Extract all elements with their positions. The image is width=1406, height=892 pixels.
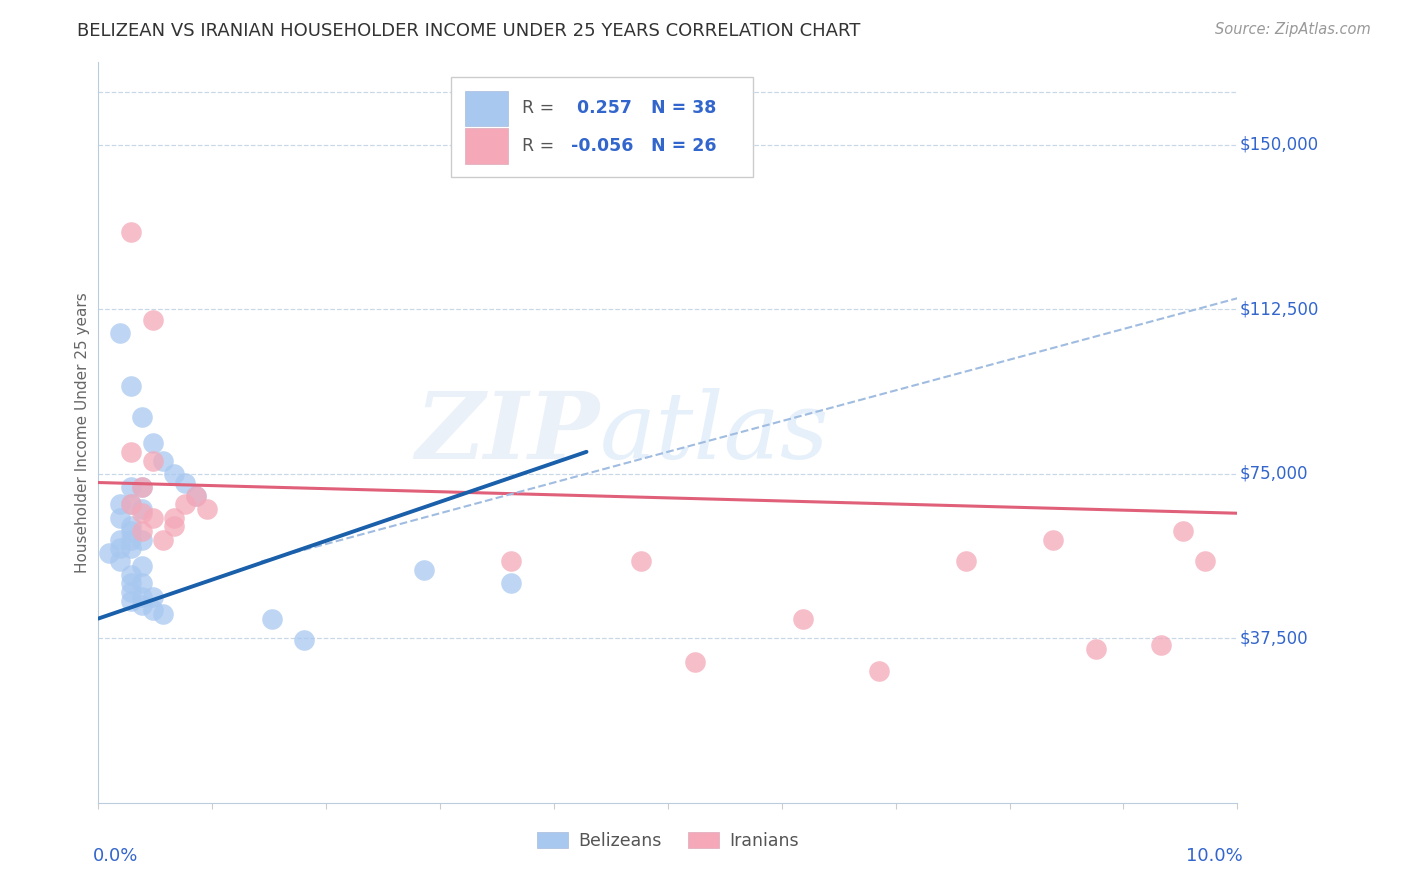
Point	[131, 533, 153, 547]
Point	[142, 590, 165, 604]
Point	[1194, 554, 1216, 568]
Point	[120, 576, 142, 591]
Point	[120, 594, 142, 608]
Point	[120, 498, 142, 512]
Point	[131, 501, 153, 516]
Point	[131, 480, 153, 494]
Point	[412, 563, 434, 577]
Point	[630, 554, 652, 568]
Point	[131, 409, 153, 424]
Point	[174, 475, 197, 490]
Text: 0.257: 0.257	[571, 99, 631, 118]
Point	[120, 533, 142, 547]
Point	[195, 501, 218, 516]
Text: ZIP: ZIP	[415, 388, 599, 477]
Point	[98, 546, 121, 560]
Text: $112,500: $112,500	[1240, 301, 1319, 318]
Point	[108, 554, 131, 568]
Point	[163, 519, 186, 533]
Point	[142, 603, 165, 617]
Point	[120, 445, 142, 459]
Point	[108, 533, 131, 547]
Point	[163, 510, 186, 524]
Point	[142, 313, 165, 327]
Point	[120, 480, 142, 494]
Point	[131, 558, 153, 573]
Point	[120, 498, 142, 512]
Point	[108, 498, 131, 512]
Point	[131, 524, 153, 538]
Point	[184, 489, 207, 503]
Point	[131, 590, 153, 604]
Point	[120, 585, 142, 599]
FancyBboxPatch shape	[465, 91, 509, 126]
Text: $37,500: $37,500	[1240, 629, 1308, 648]
Point	[499, 576, 522, 591]
Point	[868, 664, 890, 678]
Point	[120, 541, 142, 556]
Point	[108, 510, 131, 524]
Text: $75,000: $75,000	[1240, 465, 1308, 483]
Point	[683, 656, 706, 670]
Text: N = 26: N = 26	[651, 137, 716, 155]
Text: BELIZEAN VS IRANIAN HOUSEHOLDER INCOME UNDER 25 YEARS CORRELATION CHART: BELIZEAN VS IRANIAN HOUSEHOLDER INCOME U…	[77, 22, 860, 40]
Point	[152, 607, 174, 622]
Point	[1042, 533, 1064, 547]
Point	[1171, 524, 1194, 538]
Point	[1085, 642, 1108, 657]
Point	[120, 524, 142, 538]
Point	[955, 554, 977, 568]
Point	[260, 611, 283, 625]
Point	[174, 498, 197, 512]
Point	[142, 453, 165, 467]
Point	[142, 436, 165, 450]
FancyBboxPatch shape	[451, 78, 754, 178]
Point	[792, 611, 814, 625]
Point	[120, 567, 142, 582]
Text: 0.0%: 0.0%	[93, 847, 138, 865]
Point	[152, 533, 174, 547]
Point	[294, 633, 316, 648]
Text: N = 38: N = 38	[651, 99, 716, 118]
Point	[131, 576, 153, 591]
Text: -0.056: -0.056	[571, 137, 634, 155]
FancyBboxPatch shape	[465, 128, 509, 164]
Point	[120, 519, 142, 533]
Text: 10.0%: 10.0%	[1187, 847, 1243, 865]
Point	[152, 453, 174, 467]
Point	[120, 379, 142, 393]
Point	[131, 599, 153, 613]
Text: R =: R =	[522, 137, 554, 155]
Point	[499, 554, 522, 568]
Y-axis label: Householder Income Under 25 years: Householder Income Under 25 years	[75, 293, 90, 573]
Point	[131, 506, 153, 520]
Point	[108, 326, 131, 341]
Text: R =: R =	[522, 99, 554, 118]
Point	[142, 510, 165, 524]
Legend: Belizeans, Iranians: Belizeans, Iranians	[530, 825, 806, 857]
Text: atlas: atlas	[599, 388, 830, 477]
Point	[120, 226, 142, 240]
Point	[108, 541, 131, 556]
Text: Source: ZipAtlas.com: Source: ZipAtlas.com	[1215, 22, 1371, 37]
Point	[1150, 638, 1173, 652]
Point	[163, 467, 186, 481]
Text: $150,000: $150,000	[1240, 136, 1319, 153]
Point	[131, 480, 153, 494]
Point	[184, 489, 207, 503]
